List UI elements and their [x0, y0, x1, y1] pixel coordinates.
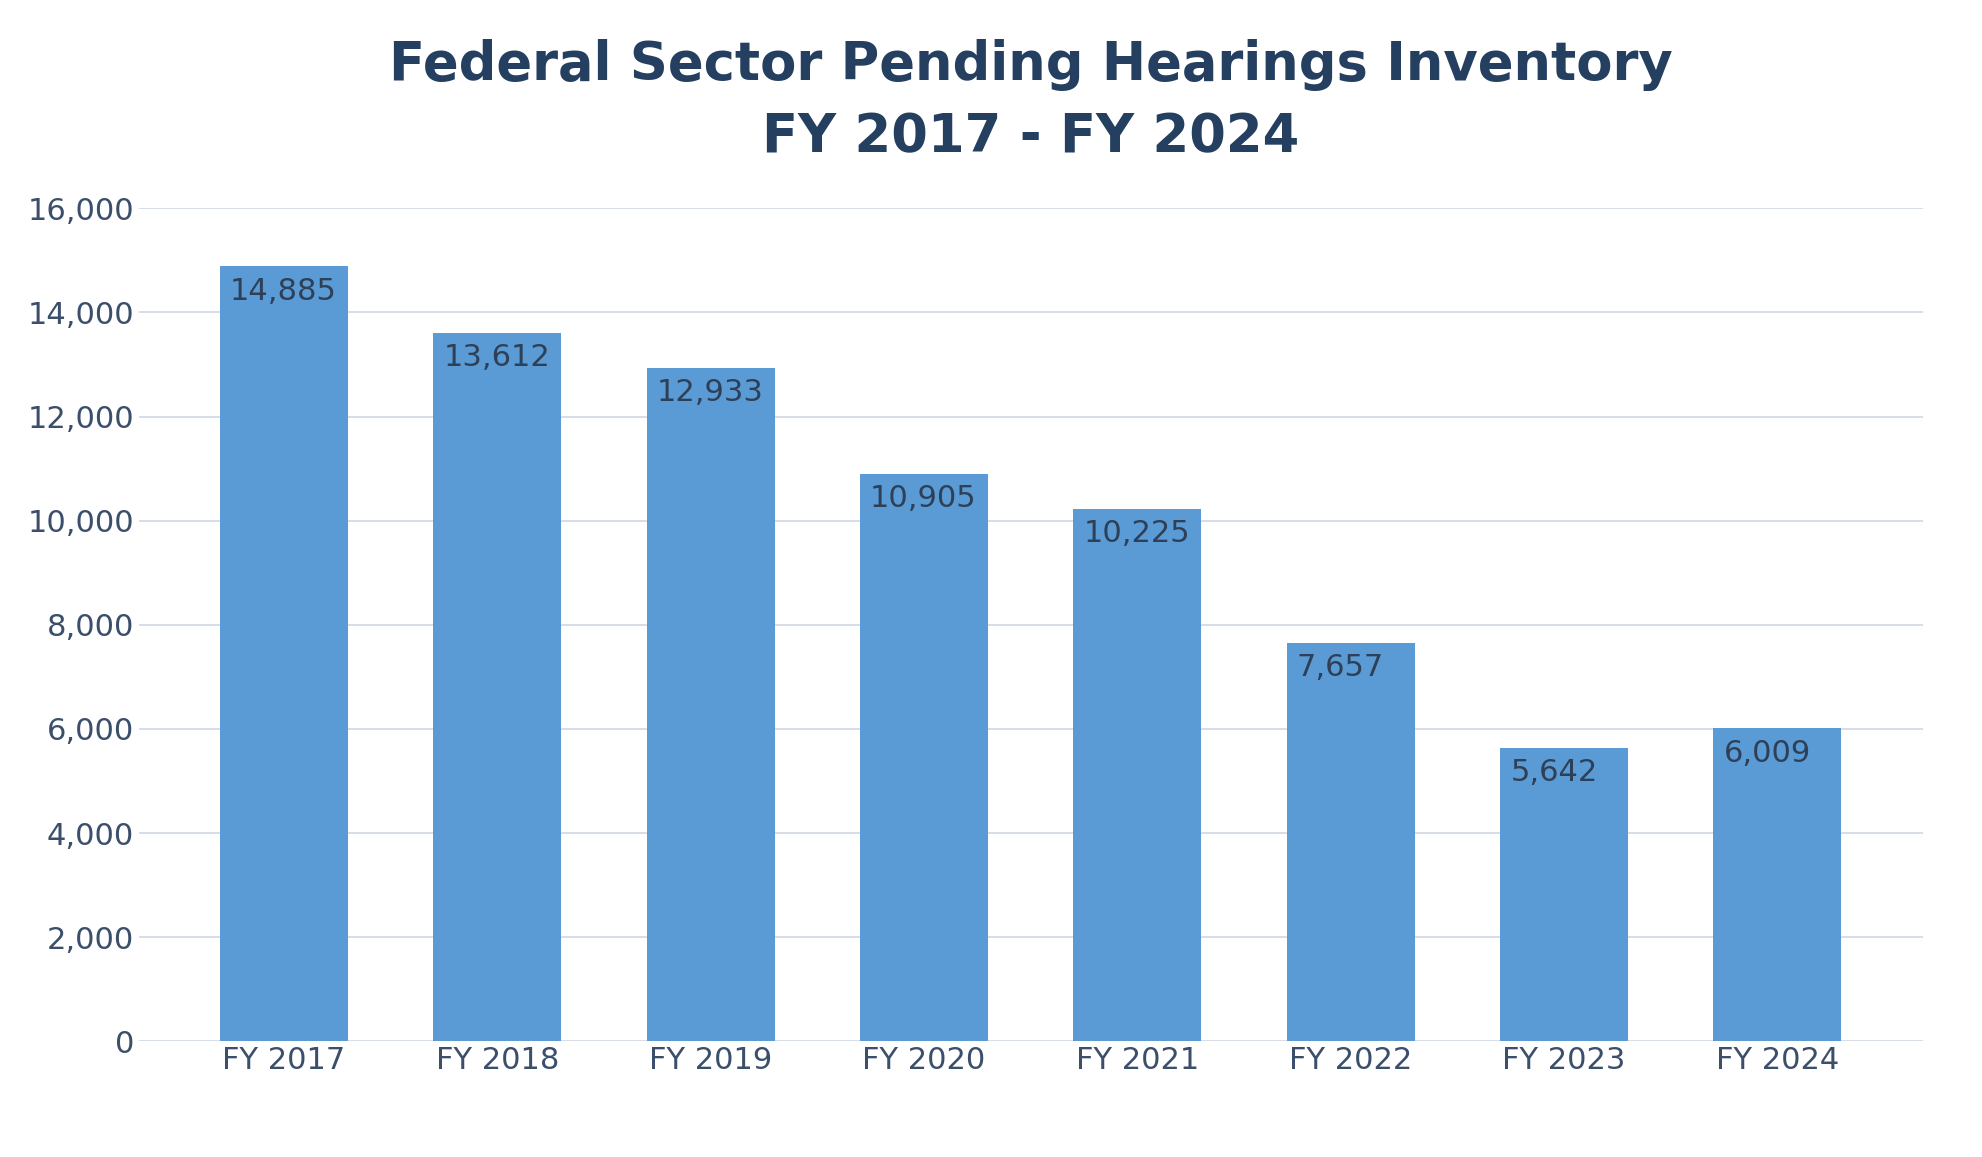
Text: 6,009: 6,009 [1724, 739, 1812, 768]
Text: 5,642: 5,642 [1510, 758, 1597, 787]
Bar [1712, 729, 1841, 1041]
Text: 10,225: 10,225 [1084, 519, 1189, 548]
Text: 7,657: 7,657 [1296, 653, 1383, 681]
Text: 10,905: 10,905 [870, 484, 977, 513]
Bar [220, 266, 349, 1041]
Bar [1286, 642, 1415, 1041]
Bar [1500, 747, 1627, 1041]
Text: 14,885: 14,885 [230, 277, 337, 305]
Bar [434, 332, 561, 1041]
Bar [860, 473, 987, 1041]
Title: Federal Sector Pending Hearings Inventory
FY 2017 - FY 2024: Federal Sector Pending Hearings Inventor… [388, 39, 1673, 163]
Bar [646, 368, 775, 1041]
Text: 13,612: 13,612 [444, 342, 551, 373]
Text: 12,933: 12,933 [656, 378, 763, 407]
Bar [1074, 509, 1201, 1041]
